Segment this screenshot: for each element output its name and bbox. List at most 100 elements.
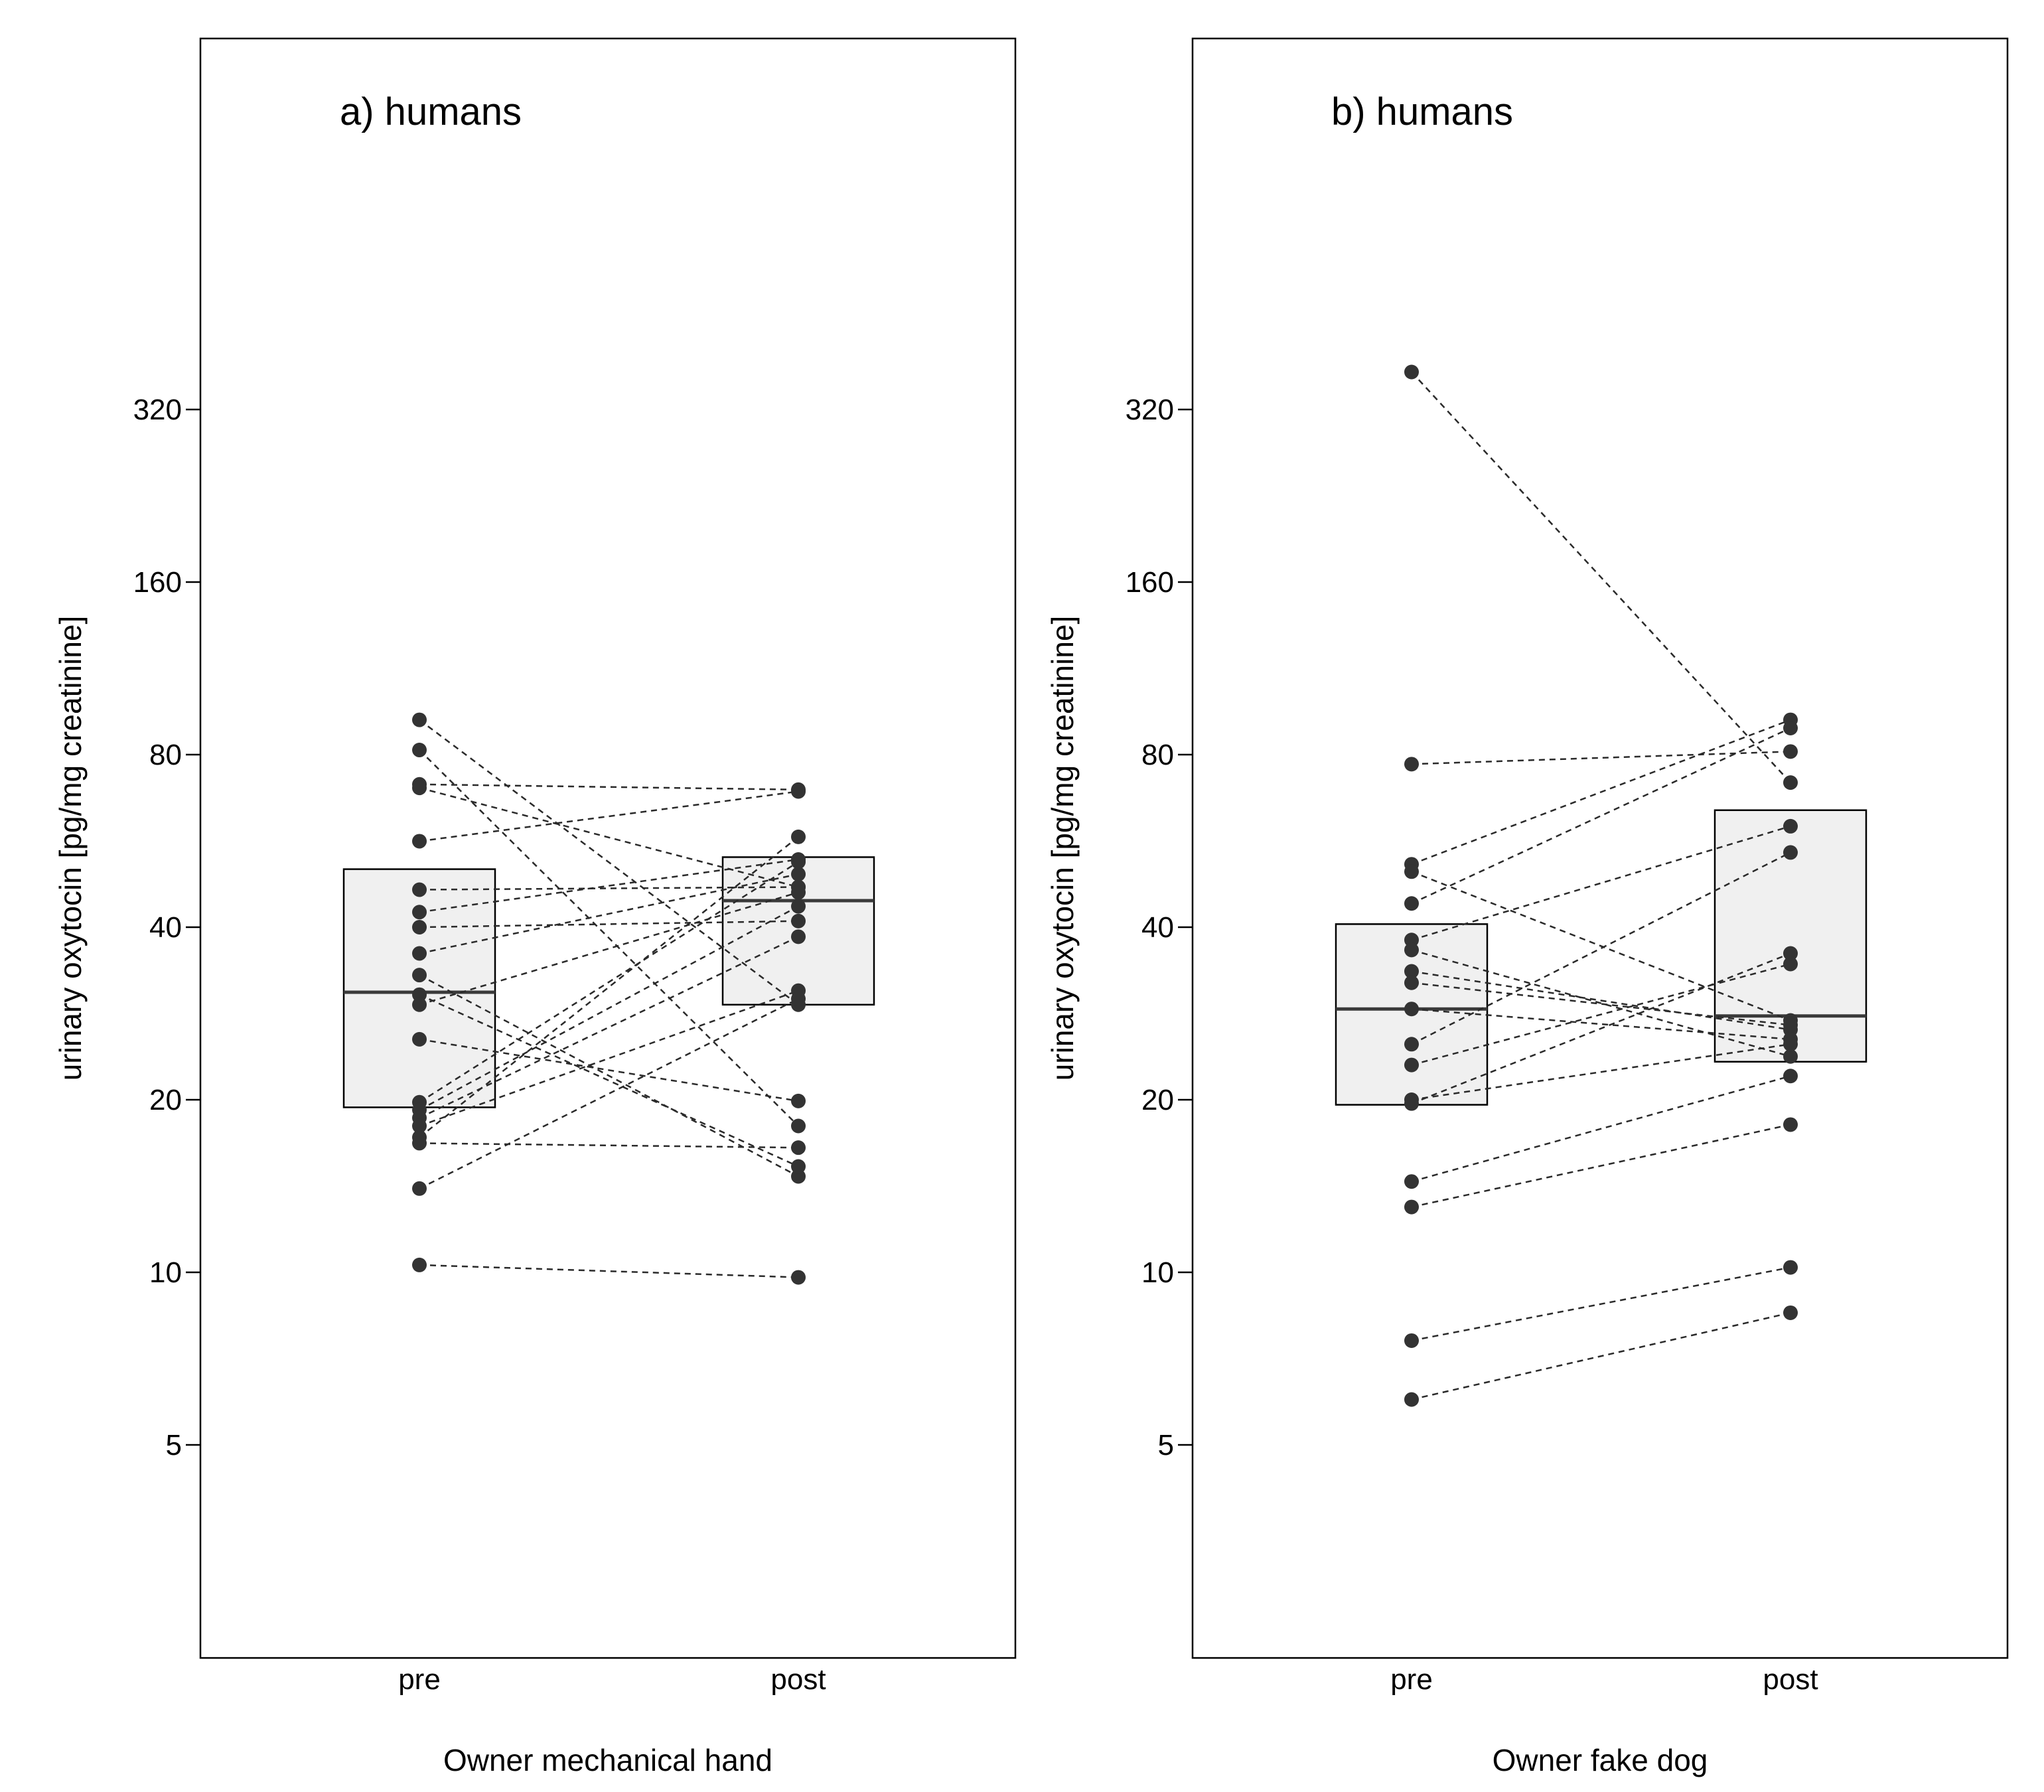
data-point — [1404, 1002, 1419, 1017]
pair-line — [1411, 719, 1791, 865]
y-tick-label: 5 — [1158, 1429, 1174, 1461]
data-point — [412, 1031, 427, 1047]
y-tick-label: 20 — [149, 1084, 182, 1116]
data-point — [1404, 757, 1419, 772]
data-point — [412, 1181, 427, 1196]
pair-line — [419, 994, 799, 1167]
pair-line — [1411, 952, 1791, 1104]
data-point — [412, 1118, 427, 1134]
x-tick-label: post — [1763, 1663, 1818, 1696]
data-points — [412, 712, 806, 1285]
data-point — [412, 1257, 427, 1272]
x-axis-title: Owner mechanical hand — [443, 1743, 772, 1777]
data-point — [1404, 1057, 1419, 1073]
pair-line — [1411, 1311, 1791, 1400]
data-point — [791, 784, 806, 799]
data-points — [1404, 364, 1798, 1407]
pair-line — [1411, 970, 1791, 1031]
data-point — [1783, 775, 1798, 790]
y-tick-label: 5 — [166, 1429, 182, 1461]
data-point — [791, 1159, 806, 1174]
pair-line — [419, 790, 799, 842]
panel-a: a) humans Owner mechanical hand 5 10 20 40 8… — [133, 37, 1017, 1777]
pair-line — [1411, 1075, 1791, 1183]
data-point — [412, 946, 427, 961]
data-point — [1783, 1069, 1798, 1084]
pair-line — [1411, 751, 1791, 765]
data-point — [412, 882, 427, 897]
y-tick-label: 80 — [149, 739, 182, 771]
data-point — [1404, 1174, 1419, 1189]
data-point — [791, 854, 806, 869]
x-tick-label: pre — [398, 1663, 441, 1696]
pair-line — [1411, 852, 1791, 1045]
data-point — [1404, 864, 1419, 879]
data-point — [1404, 1096, 1419, 1111]
plot-frame — [1191, 37, 2009, 1659]
pair-line — [1411, 949, 1791, 1057]
y-tick-label: 320 — [133, 394, 182, 426]
y-tick-label: 10 — [149, 1256, 182, 1289]
y-tick-label: 80 — [1141, 739, 1174, 771]
pair-line — [1411, 871, 1791, 1021]
pair-line — [419, 1038, 799, 1102]
pair-line — [419, 974, 799, 1177]
data-point — [791, 913, 806, 929]
y-tick-label: 20 — [1141, 1084, 1174, 1116]
y-tick-label: 10 — [1141, 1256, 1174, 1289]
pair-line — [1411, 1043, 1791, 1101]
data-point — [791, 1140, 806, 1156]
pair-line — [1411, 371, 1791, 783]
data-point — [1783, 845, 1798, 860]
pair-line — [419, 783, 799, 791]
data-point — [412, 968, 427, 983]
data-point — [791, 991, 806, 1006]
data-point — [791, 929, 806, 944]
pair-line — [419, 891, 799, 1006]
data-point — [1404, 896, 1419, 911]
data-point — [1404, 1392, 1419, 1407]
plot-frame — [199, 37, 1017, 1659]
data-point — [791, 1270, 806, 1285]
x-axis: pre post — [1390, 1663, 1818, 1696]
data-point — [1783, 1049, 1798, 1064]
data-point — [1404, 933, 1419, 948]
data-point — [1404, 1037, 1419, 1052]
y-tick-label: 40 — [1141, 911, 1174, 944]
data-point — [412, 781, 427, 796]
data-point — [1404, 964, 1419, 979]
data-point — [1404, 1199, 1419, 1215]
y-tick-label: 160 — [1126, 566, 1174, 599]
data-point — [412, 743, 427, 758]
data-point — [1783, 946, 1798, 961]
data-point — [1783, 1260, 1798, 1275]
y-tick-label: 40 — [149, 911, 182, 944]
data-point — [791, 885, 806, 900]
pair-line — [419, 861, 799, 1103]
pair-lines — [1411, 371, 1791, 1400]
data-point — [412, 997, 427, 1012]
x-tick-label: pre — [1390, 1663, 1433, 1696]
y-axis: 5 10 20 40 80 160 320 — [1126, 394, 1193, 1461]
pair-line — [419, 858, 799, 913]
pair-lines — [419, 719, 799, 1278]
data-point — [791, 1093, 806, 1108]
pair-line — [419, 905, 799, 1111]
data-point — [791, 899, 806, 914]
pair-line — [419, 786, 799, 888]
x-axis-title: Owner fake dog — [1493, 1743, 1708, 1777]
pair-line — [419, 873, 799, 954]
data-point — [1404, 364, 1419, 380]
pair-line — [419, 990, 799, 1127]
data-point — [1783, 1305, 1798, 1320]
y-axis-title-b: urinary oxytocin [pg/mg creatinine] — [1045, 616, 1080, 1081]
pair-line — [419, 1264, 799, 1278]
data-point — [791, 1118, 806, 1134]
data-point — [412, 1136, 427, 1151]
pair-line — [1411, 1124, 1791, 1208]
data-point — [412, 987, 427, 1002]
data-point — [1783, 721, 1798, 736]
data-point — [791, 867, 806, 882]
pair-line — [419, 749, 799, 1127]
